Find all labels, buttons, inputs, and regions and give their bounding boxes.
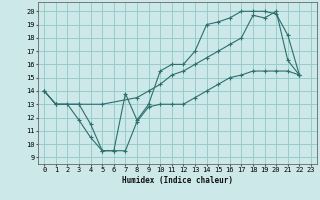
X-axis label: Humidex (Indice chaleur): Humidex (Indice chaleur): [122, 176, 233, 185]
